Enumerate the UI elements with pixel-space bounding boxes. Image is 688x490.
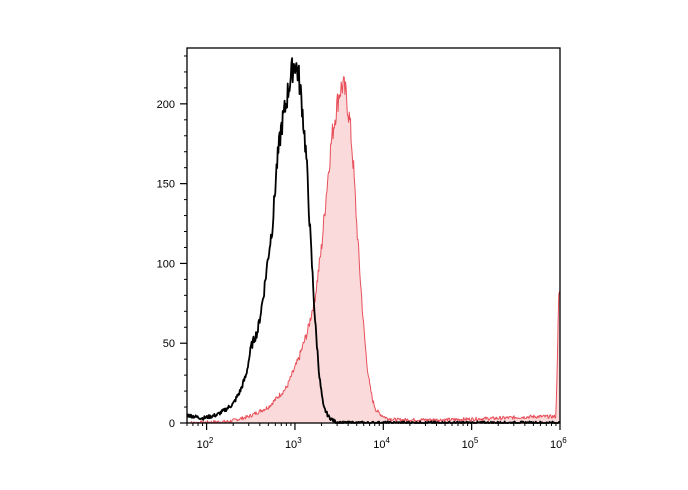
y-tick-label: 50 xyxy=(163,338,175,350)
x-tick-label: 106 xyxy=(550,436,567,451)
x-tick-label: 105 xyxy=(462,436,479,451)
x-tick-label: 104 xyxy=(373,436,390,451)
axis-layer: 102 103 104 105 106 0 50 100 150 200 xyxy=(157,55,567,451)
y-tick-label: 150 xyxy=(157,179,175,191)
series-1-outline xyxy=(186,76,561,424)
plot-frame xyxy=(186,47,561,424)
y-tick-label: 0 xyxy=(169,418,175,430)
series-0-line xyxy=(186,57,561,424)
series-layer xyxy=(186,57,561,424)
y-tick-label: 100 xyxy=(157,258,175,270)
x-tick-label: 103 xyxy=(285,436,302,451)
y-tick-label: 200 xyxy=(157,99,175,111)
x-tick-label: 102 xyxy=(197,436,214,451)
